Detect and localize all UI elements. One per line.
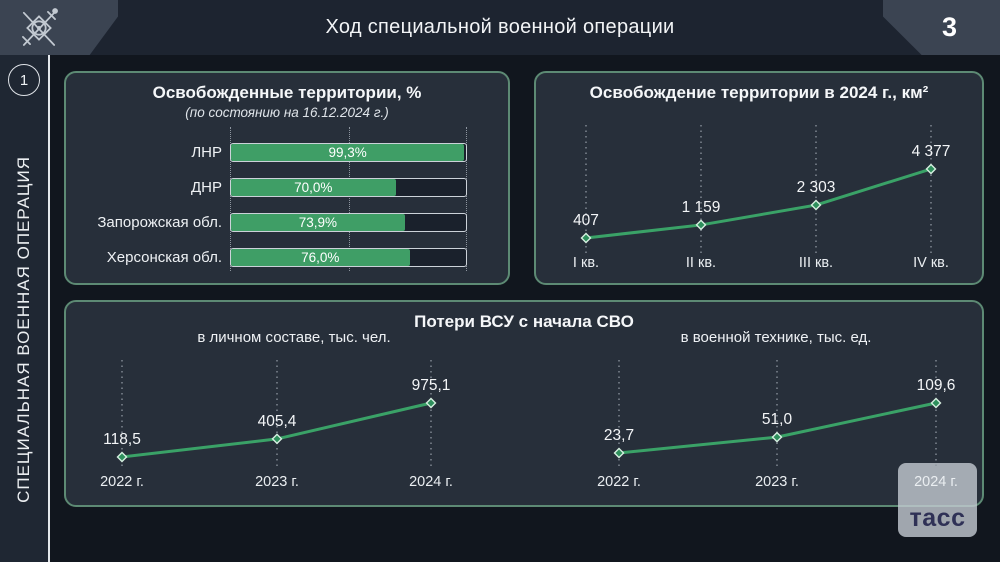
data-point-marker bbox=[930, 397, 942, 409]
data-point-value-label: 109,6 bbox=[917, 377, 956, 394]
bar-fill: 99,3% bbox=[231, 144, 465, 161]
x-axis-label: 2023 г. bbox=[255, 474, 299, 490]
data-point-value-label: 23,7 bbox=[604, 427, 634, 444]
x-axis-label: III кв. bbox=[799, 255, 833, 271]
x-axis-label: 2023 г. bbox=[755, 474, 799, 490]
x-axis-label: I кв. bbox=[573, 255, 599, 271]
tass-logo-text: тасс bbox=[909, 504, 966, 532]
bar-row: ДНР 70,0% bbox=[78, 171, 467, 205]
x-axis-label: 2022 г. bbox=[597, 474, 641, 490]
data-point-value-label: 118,5 bbox=[103, 431, 141, 448]
header-bar: Ход специальной военной операции 3 bbox=[0, 0, 1000, 55]
bar-fill: 73,9% bbox=[231, 214, 405, 231]
x-axis-label: 2024 г. bbox=[914, 474, 958, 490]
page-number: 3 bbox=[941, 12, 958, 42]
panel-liberated-territories: Освобожденные территории, % (по состояни… bbox=[64, 71, 510, 285]
bar-track: 70,0% bbox=[230, 178, 467, 197]
panel-territory-2024: Освобождение территории в 2024 г., км² I… bbox=[534, 71, 984, 285]
bar-fill: 76,0% bbox=[231, 249, 410, 266]
x-axis-label: 2022 г. bbox=[100, 474, 144, 490]
line-charts-vsu-losses: 2022 г. 2023 г. 2024 г. 118,5 405,4 975,1 2022… bbox=[100, 360, 958, 490]
data-point-value-label: 4 377 bbox=[912, 143, 951, 160]
bar-track: 73,9% bbox=[230, 213, 467, 232]
data-point-value-label: 975,1 bbox=[412, 377, 451, 394]
x-axis-label: II кв. bbox=[686, 255, 716, 271]
bar-row: Херсонская обл. 76,0% bbox=[78, 241, 467, 275]
bar-value-label: 99,3% bbox=[328, 145, 367, 160]
data-point-marker bbox=[925, 163, 937, 175]
panel-title: Освобождение территории в 2024 г., км² bbox=[589, 83, 929, 102]
slide-title: Ход специальной военной операции bbox=[325, 16, 675, 38]
x-axis-label: IV кв. bbox=[913, 255, 949, 271]
data-point-marker bbox=[810, 199, 822, 211]
bar-category-label: Запорожская обл. bbox=[97, 214, 222, 231]
data-point-marker bbox=[116, 451, 128, 463]
bar-track: 99,3% bbox=[230, 143, 467, 162]
bar-row: ЛНР 99,3% bbox=[78, 136, 467, 170]
line-chart-territory-2024: I кв. II кв. III кв. IV кв. 407 1 159 2 303 4 3… bbox=[573, 125, 951, 271]
bar-fill: 70,0% bbox=[231, 179, 396, 196]
data-point-value-label: 1 159 bbox=[682, 199, 721, 216]
chart-subtitle-equipment: в военной технике, тыс. ед. bbox=[680, 329, 872, 346]
gridline bbox=[230, 127, 231, 271]
data-point-value-label: 407 bbox=[573, 212, 599, 229]
bar-value-label: 73,9% bbox=[298, 215, 337, 230]
section-number-badge: 1 bbox=[8, 64, 40, 96]
bar-category-label: Херсонская обл. bbox=[106, 249, 222, 266]
data-line bbox=[584, 167, 933, 240]
data-point-marker bbox=[771, 431, 783, 443]
bar-track: 76,0% bbox=[230, 248, 467, 267]
x-axis-label: 2024 г. bbox=[409, 474, 453, 490]
bar-value-label: 76,0% bbox=[301, 250, 340, 265]
sidebar: 1 СПЕЦИАЛЬНАЯ ВОЕННАЯ ОПЕРАЦИЯ bbox=[0, 55, 50, 562]
data-point-marker bbox=[425, 397, 437, 409]
data-point-value-label: 51,0 bbox=[762, 411, 793, 428]
gridline bbox=[466, 127, 467, 271]
data-point-marker bbox=[580, 232, 592, 244]
military-emblem-icon bbox=[22, 7, 58, 46]
sidebar-vertical-label: СПЕЦИАЛЬНАЯ ВОЕННАЯ ОПЕРАЦИЯ bbox=[14, 155, 33, 503]
header-left-corner-block bbox=[0, 0, 118, 55]
data-point-marker bbox=[695, 219, 707, 231]
bar-chart: ЛНР 99,3% ДНР 70,0% Запорожская обл. 73,9% Хер… bbox=[78, 127, 467, 275]
bar-row: Запорожская обл. 73,9% bbox=[78, 206, 467, 240]
panel-title: Освобожденные территории, % bbox=[152, 83, 422, 102]
bar-value-label: 70,0% bbox=[294, 180, 333, 195]
data-point-marker bbox=[613, 447, 625, 459]
bar-chart-gridlines bbox=[230, 127, 467, 271]
panel-vsu-losses: Потери ВСУ с начала СВО в личном составе… bbox=[64, 300, 984, 507]
data-point-value-label: 2 303 bbox=[797, 179, 836, 196]
bar-rows: ЛНР 99,3% ДНР 70,0% Запорожская обл. 73,9% Хер… bbox=[78, 135, 467, 275]
tass-watermark-logo: тасс bbox=[898, 463, 977, 537]
bar-category-label: ЛНР bbox=[191, 144, 222, 161]
panel-title: Потери ВСУ с начала СВО bbox=[414, 312, 634, 331]
gridline bbox=[348, 127, 350, 271]
header-right-corner-block: 3 bbox=[883, 0, 1000, 55]
data-point-marker bbox=[271, 433, 283, 445]
bar-category-label: ДНР bbox=[191, 179, 222, 196]
data-point-value-label: 405,4 bbox=[258, 413, 297, 430]
panel-subtitle: (по состоянию на 16.12.2024 г.) bbox=[185, 105, 389, 120]
chart-subtitle-personnel: в личном составе, тыс. чел. bbox=[197, 329, 391, 346]
